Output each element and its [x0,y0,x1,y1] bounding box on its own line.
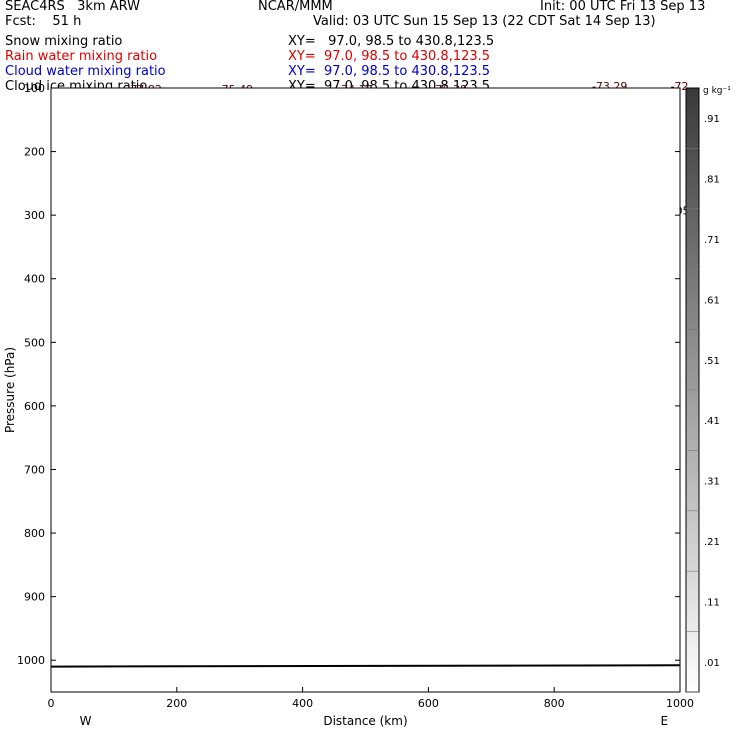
field-xy-rain: XY= 97.0, 98.5 to 430.8,123.5 [288,49,491,64]
colorbar: .01 .11 .21 .31 .41 .51 .61 .71 .81 .91 g kg⁻¹ [685,86,731,693]
y-tick-label: 300 [24,209,45,222]
colorbar-tick-label: .41 [704,416,720,427]
model-title: SEAC4RS 3km ARW [5,0,141,14]
plot-frame [50,87,681,693]
colorbar-tick-label: .51 [704,356,720,367]
colorbar-unit: g kg⁻¹ [703,86,731,96]
x-axis-label: Distance (km) [323,714,407,728]
y-tick-label: 1000 [17,654,45,667]
field-label-cloud-water: Cloud water mixing ratio [5,64,166,79]
x-tick-label: 1000 [666,697,694,710]
colorbar-tick-label: .71 [704,235,720,246]
west-label: W [80,714,92,728]
init-time: Init: 00 UTC Fri 13 Sep 13 [540,0,706,14]
y-tick-label: 400 [24,273,45,286]
colorbar-tick-label: .61 [704,295,720,306]
field-label-snow: Snow mixing ratio [5,34,123,49]
x-tick-label: 600 [418,697,439,710]
y-tick-label: 600 [24,400,45,413]
y-tick-label: 200 [24,146,45,159]
colorbar-tick-label: .01 [704,658,720,669]
colorbar-tick-label: .31 [704,477,720,488]
y-axis-label: Pressure (hPa) [3,347,17,433]
east-label: E [660,714,668,728]
y-tick-label: 700 [24,463,45,476]
forecast-hour: Fcst: 51 h [5,14,82,29]
valid-time: Valid: 03 UTC Sun 15 Sep 13 (22 CDT Sat … [313,14,656,29]
y-tick-label: 500 [24,336,45,349]
colorbar-tick-label: .81 [704,175,720,186]
field-label-rain: Rain water mixing ratio [5,49,158,64]
x-tick-label: 0 [48,697,55,710]
y-tick-label: 800 [24,527,45,540]
x-tick-label: 800 [544,697,565,710]
colorbar-tick-label: .21 [704,537,720,548]
y-tick-label: 100 [24,82,45,95]
axes: 100 200 300 400 500 600 700 800 900 1000 0 200 400 60… [3,82,694,728]
field-xy-snow: XY= 97.0, 98.5 to 430.8,123.5 [288,34,495,49]
x-tick-label: 400 [292,697,313,710]
colorbar-tick-label: .91 [704,114,720,125]
field-xy-cloud-water: XY= 97.0, 98.5 to 430.8,123.5 [288,64,491,79]
ground-line [50,664,681,668]
colorbar-tick-label: .11 [704,597,720,608]
y-tick-label: 900 [24,591,45,604]
x-tick-label: 200 [166,697,187,710]
org-label: NCAR/MMM [258,0,333,14]
